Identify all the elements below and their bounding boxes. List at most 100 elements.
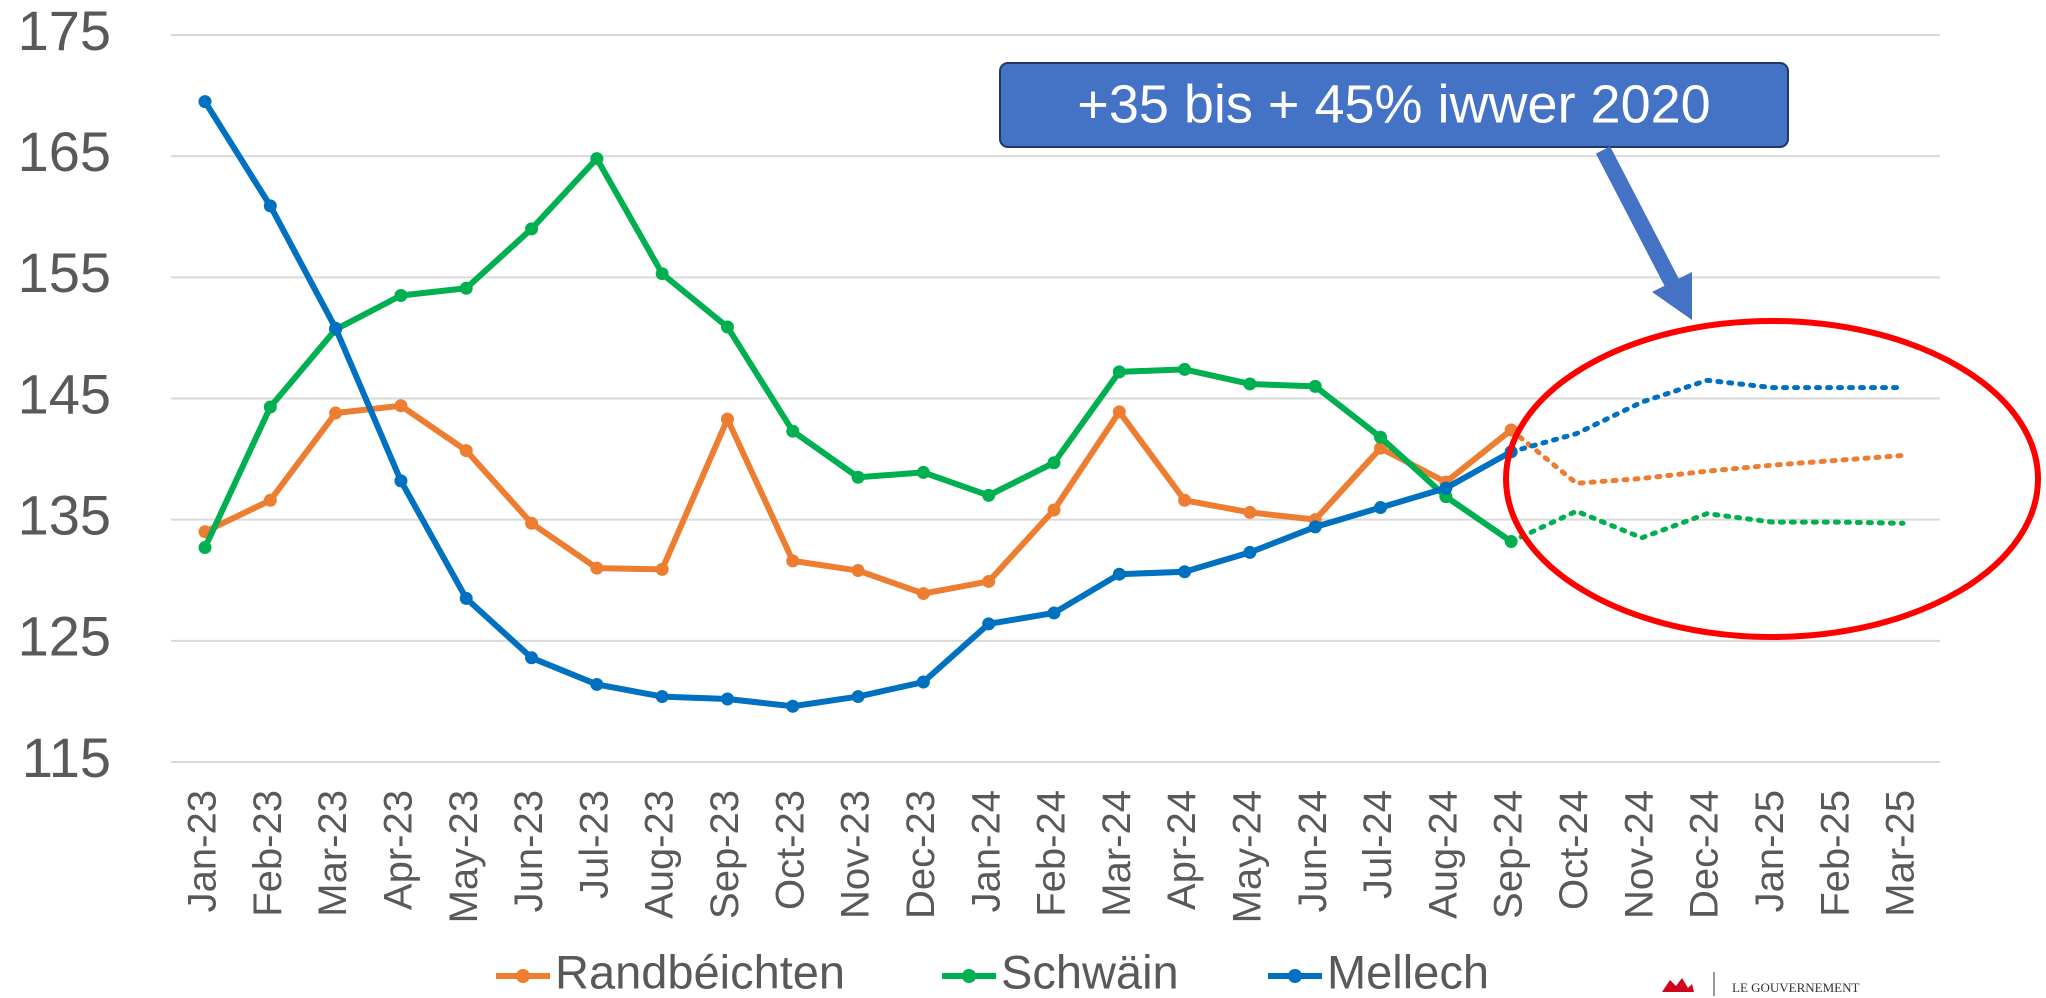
point — [590, 152, 604, 166]
annotation-arrow — [1595, 146, 1680, 287]
logo-text: LE GOUVERNEMENT — [1732, 980, 1860, 995]
point — [786, 699, 800, 713]
point — [590, 561, 604, 575]
x-tick-label: Apr-24 — [1160, 790, 1204, 910]
point — [1243, 377, 1257, 391]
y-tick-label: 115 — [22, 726, 111, 789]
x-tick-label: Apr-23 — [376, 790, 420, 910]
point — [655, 267, 669, 281]
x-tick-label: Sep-24 — [1487, 790, 1531, 919]
x-tick-label: Jan-23 — [181, 790, 225, 912]
x-tick-label: Aug-23 — [638, 790, 682, 919]
point — [1439, 481, 1453, 495]
highlight-ellipse — [1503, 318, 2041, 640]
x-tick-label: Oct-23 — [768, 790, 812, 910]
y-tick-label: 165 — [18, 120, 111, 183]
x-tick-label: Feb-23 — [246, 790, 290, 917]
point — [1178, 362, 1192, 376]
point — [1047, 606, 1061, 620]
point — [459, 281, 473, 295]
x-tick-label: May-24 — [1225, 790, 1269, 923]
arrow-head — [1652, 272, 1692, 320]
x-tick-label: Feb-24 — [1030, 790, 1074, 917]
legend-label: Mellech — [1327, 945, 1489, 998]
point — [329, 406, 343, 420]
labels: 115 125 135 145 155 165 175 Jan-23 Feb-23 Mar-23 A… — [18, 0, 1923, 923]
legend: Randbéichten Schwäin Mellech — [496, 945, 1489, 998]
point — [1178, 565, 1192, 579]
legend-marker — [1288, 969, 1302, 983]
point — [982, 574, 996, 588]
legend-label: Randbéichten — [555, 945, 845, 998]
point — [1308, 520, 1322, 534]
x-tick-label: Jul-23 — [572, 790, 616, 899]
x-tick-label: Dec-24 — [1683, 790, 1727, 919]
point — [1047, 456, 1061, 470]
logo: LE GOUVERNEMENT — [1662, 972, 1860, 996]
point — [1178, 493, 1192, 507]
point — [329, 321, 343, 335]
point — [198, 541, 212, 555]
forecast-line — [1508, 508, 1906, 544]
x-tick-label: Oct-24 — [1552, 790, 1596, 910]
point — [1243, 545, 1257, 559]
x-tick-label: Mar-25 — [1879, 790, 1923, 917]
point — [394, 399, 408, 413]
logo-icon — [1662, 978, 1694, 992]
point — [655, 690, 669, 704]
point — [1374, 441, 1388, 455]
point — [851, 470, 865, 484]
y-tick-label: 125 — [18, 605, 111, 668]
point — [1374, 501, 1388, 515]
legend-marker — [516, 969, 530, 983]
point — [851, 690, 865, 704]
point — [198, 95, 212, 109]
x-tick-label: Jun-23 — [507, 790, 551, 912]
y-tick-label: 175 — [18, 0, 111, 62]
lines — [198, 95, 1906, 713]
point — [916, 675, 930, 689]
x-tick-label: Sep-23 — [703, 790, 747, 919]
x-tick-label: Mar-23 — [311, 790, 355, 917]
x-tick-label: Jun-24 — [1291, 790, 1335, 912]
y-tick-label: 135 — [18, 483, 111, 546]
point — [1243, 505, 1257, 519]
point — [459, 444, 473, 458]
forecast-line — [1508, 427, 1906, 486]
point — [263, 400, 277, 414]
point — [720, 412, 734, 426]
point — [655, 562, 669, 576]
grid — [171, 34, 1940, 763]
point — [459, 591, 473, 605]
point — [1047, 503, 1061, 517]
x-tick-label: Mar-24 — [1095, 790, 1139, 917]
x-tick-label: Jan-24 — [964, 790, 1008, 912]
point — [590, 677, 604, 691]
x-tick-label: Nov-24 — [1617, 790, 1661, 919]
x-tick-label: Jan-25 — [1748, 790, 1792, 912]
point — [720, 692, 734, 706]
point — [394, 289, 408, 303]
forecast-line — [1508, 377, 1906, 455]
point — [1308, 379, 1322, 393]
x-tick-label: Dec-23 — [899, 790, 943, 919]
point — [263, 493, 277, 507]
point — [1112, 405, 1126, 419]
point — [982, 488, 996, 502]
point — [1112, 365, 1126, 379]
point — [263, 199, 277, 213]
point — [1112, 567, 1126, 581]
x-tick-label: Feb-25 — [1813, 790, 1857, 917]
x-tick-label: May-23 — [442, 790, 486, 923]
point — [1374, 430, 1388, 444]
series-line — [202, 155, 1515, 551]
point — [982, 617, 996, 631]
x-tick-label: Aug-24 — [1421, 790, 1465, 919]
point — [916, 587, 930, 601]
annotation-box — [999, 62, 1789, 148]
y-tick-label: 155 — [18, 241, 111, 304]
point — [525, 516, 539, 530]
point — [786, 554, 800, 568]
x-tick-label: Jul-24 — [1356, 790, 1400, 899]
